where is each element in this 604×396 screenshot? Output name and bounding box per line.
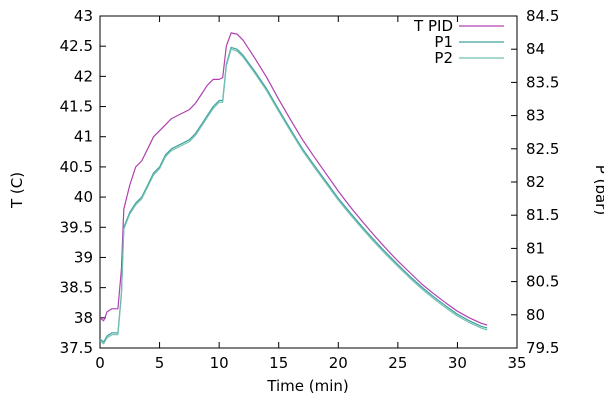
x-axis-label: Time (min) [266, 377, 348, 395]
x-tick-label: 15 [269, 354, 288, 372]
y-left-tick-label: 38 [74, 309, 93, 327]
y-axis-right-label: P (bar) [592, 165, 604, 215]
y-right-tick-label: 80 [526, 306, 545, 324]
y-left-tick-label: 42 [74, 67, 93, 85]
y-left-tick-label: 38.5 [60, 279, 93, 297]
y-left-tick-label: 40 [74, 188, 93, 206]
y-right-tick-label: 80.5 [526, 273, 559, 291]
series-line-p2 [99, 48, 488, 345]
y-left-tick-label: 41.5 [60, 98, 93, 116]
ticks-group: 0 5 10 15 20 25 30 35 37.5 38 38.5 39 39.5 40 40.5 41 41… [60, 7, 560, 372]
y-right-tick-label: 82.5 [526, 140, 559, 158]
y-left-tick-label: 39.5 [60, 218, 93, 236]
x-tick-label: 25 [388, 354, 407, 372]
y-right-tick-label: 79.5 [526, 339, 559, 357]
x-tick-label: 5 [155, 354, 165, 372]
plot-frame-group [99, 15, 518, 349]
y-left-tick-label: 43 [74, 7, 93, 25]
y-right-tick-label: 84.5 [526, 7, 559, 25]
series-line-t-pid [99, 32, 488, 326]
y-axis-left-label: T (C) [8, 172, 26, 209]
y-left-tick-label: 37.5 [60, 339, 93, 357]
x-tick-label: 20 [329, 354, 348, 372]
y-right-tick-label: 84 [526, 40, 545, 58]
legend-label-p1: P1 [434, 33, 453, 51]
y-right-tick-label: 81 [526, 239, 545, 257]
x-tick-label: 0 [95, 354, 105, 372]
legend-label-p2: P2 [434, 49, 453, 67]
y-right-tick-label: 83.5 [526, 73, 559, 91]
y-left-tick-label: 42.5 [60, 37, 93, 55]
y-left-tick-label: 39 [74, 248, 93, 266]
y-right-tick-label: 83 [526, 107, 545, 125]
x-tick-label: 10 [210, 354, 229, 372]
series-group [99, 32, 488, 345]
series-line-p1 [99, 46, 488, 343]
plot-area-frame [99, 15, 518, 349]
y-left-tick-label: 40.5 [60, 158, 93, 176]
y-right-tick-label: 82 [526, 173, 545, 191]
legend-label-t-pid: T PID [413, 17, 453, 35]
x-tick-label: 35 [507, 354, 526, 372]
x-tick-label: 30 [448, 354, 467, 372]
y-right-tick-label: 81.5 [526, 206, 559, 224]
y-left-tick-label: 41 [74, 128, 93, 146]
